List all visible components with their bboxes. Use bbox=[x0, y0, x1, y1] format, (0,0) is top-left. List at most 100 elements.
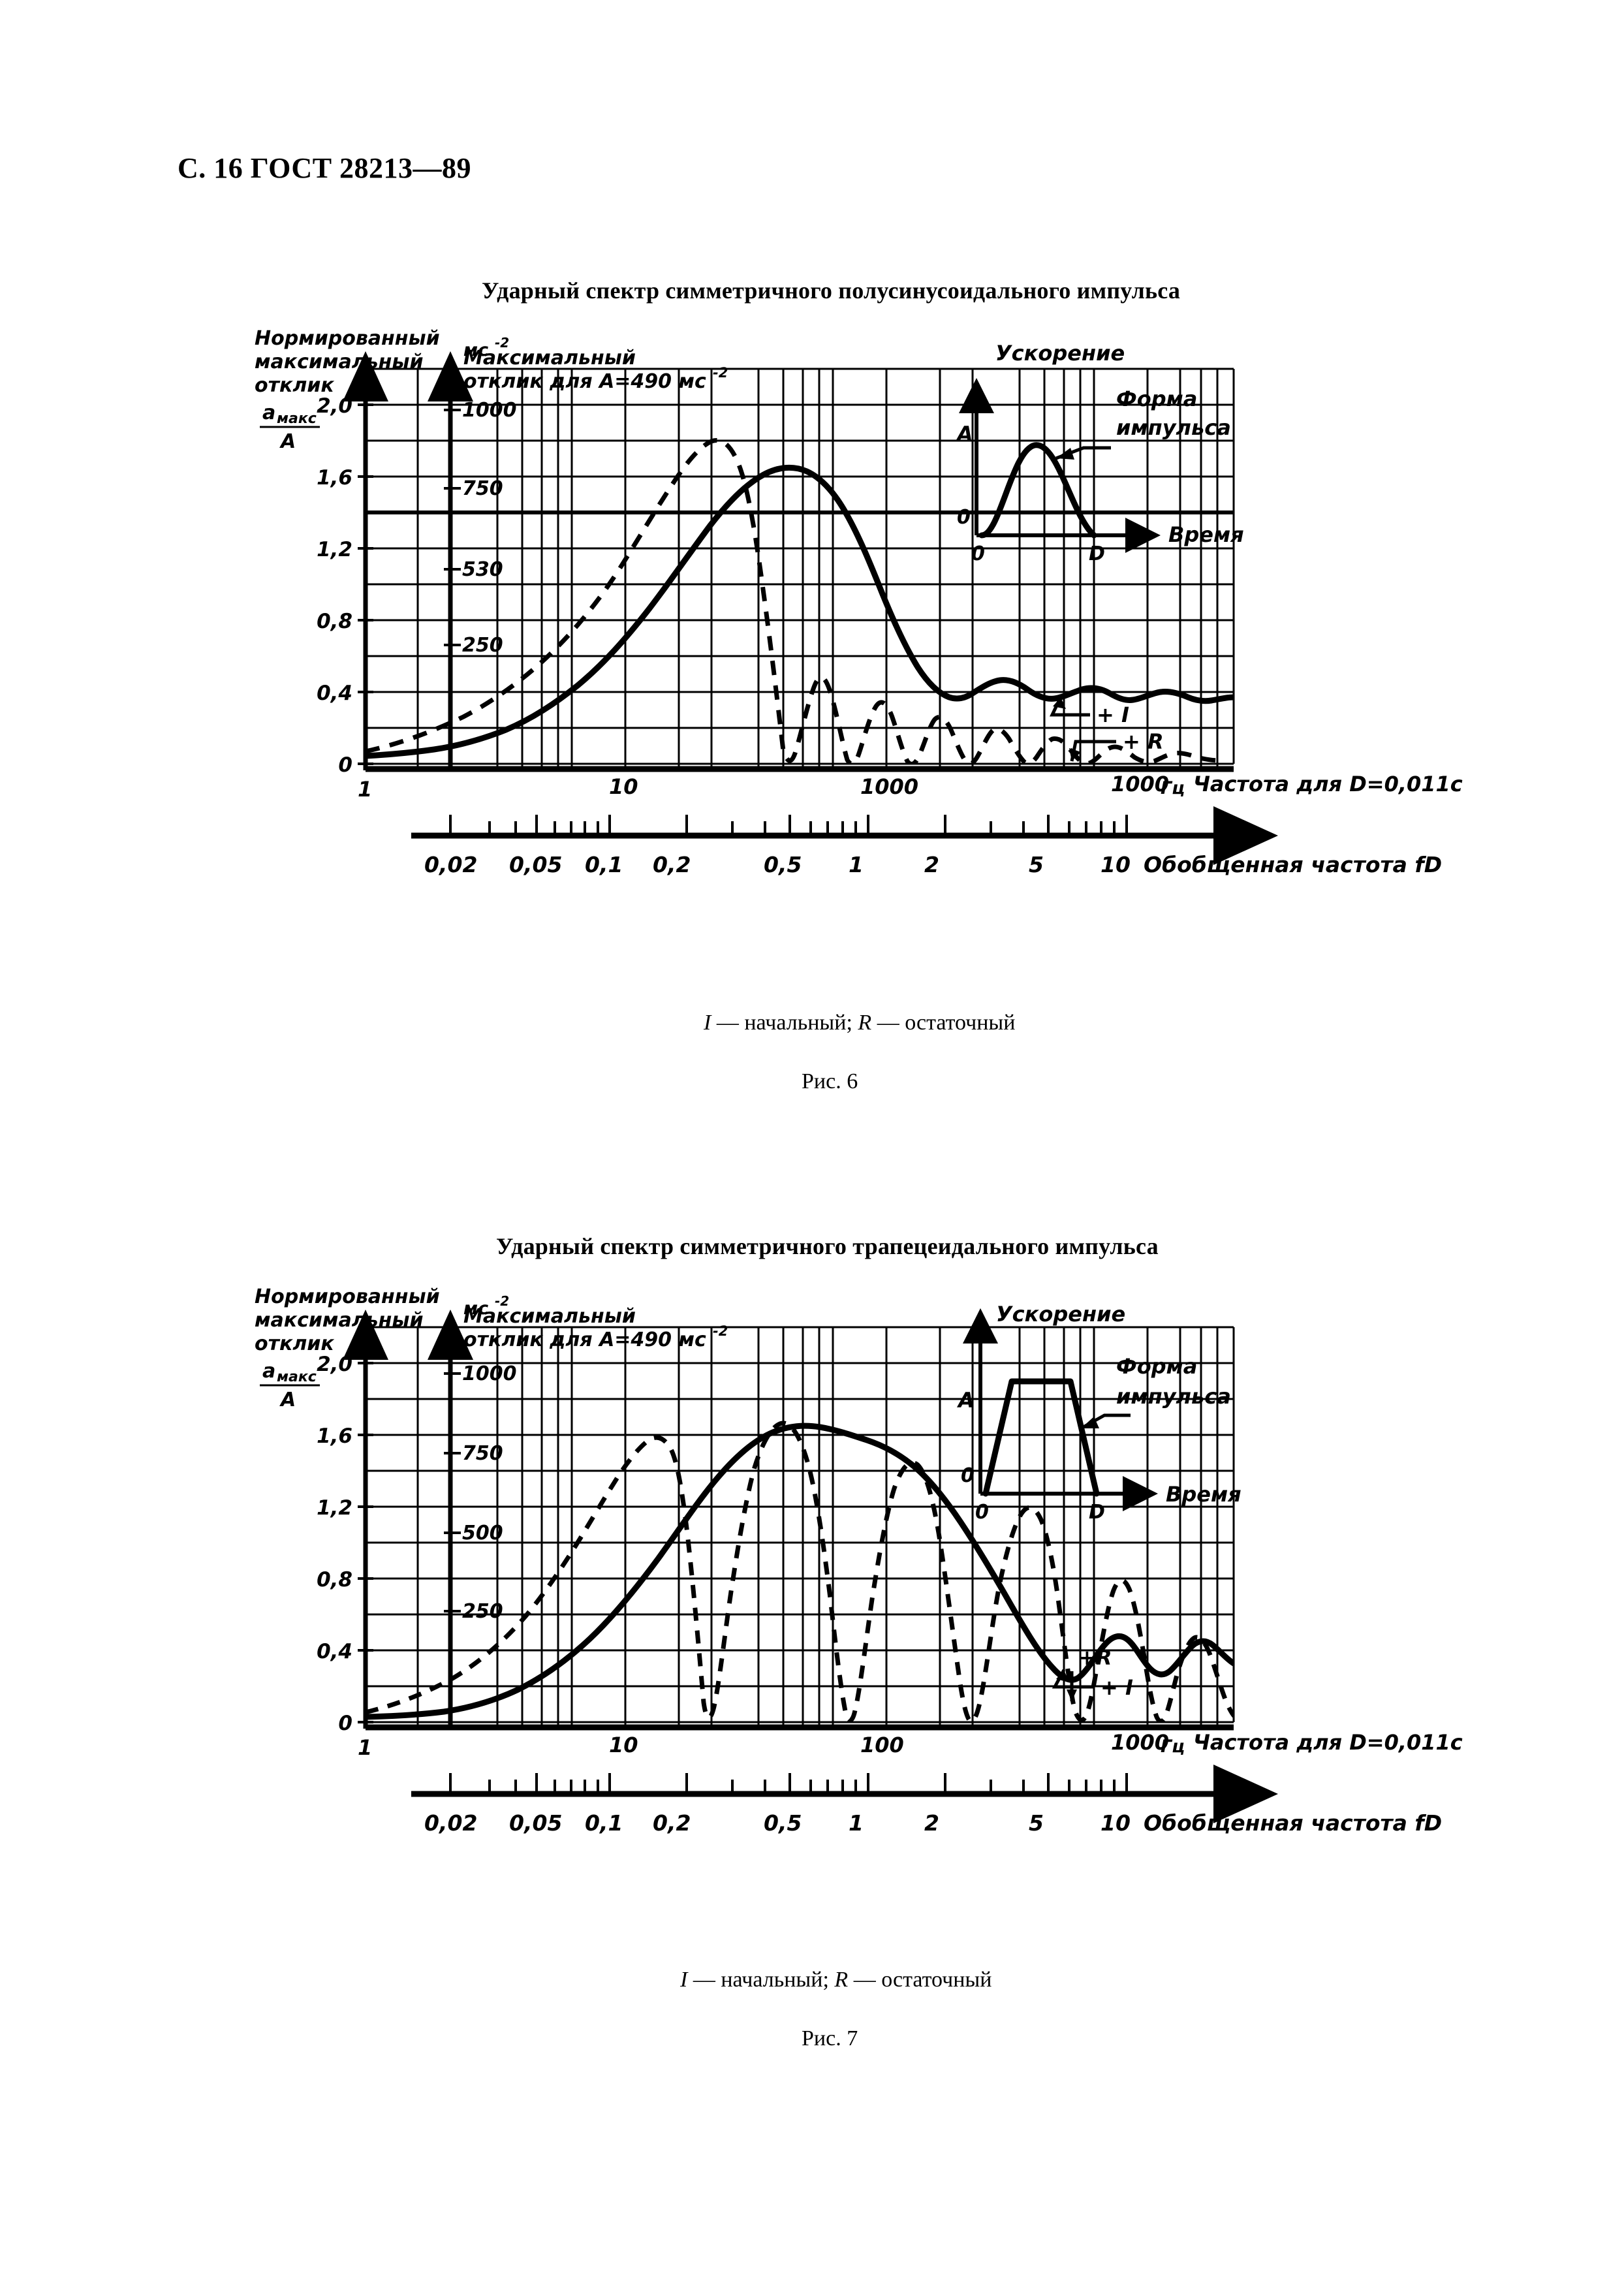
svg-text:1000: 1000 bbox=[1111, 1730, 1169, 1755]
svg-text:1: 1 bbox=[849, 1810, 864, 1836]
svg-text:максимальный: максимальный bbox=[255, 351, 424, 373]
figure6-caption: I — начальный; R — остаточный bbox=[704, 1011, 1016, 1035]
figure6-secondary-ticks bbox=[444, 409, 461, 646]
svg-text:250: 250 bbox=[462, 1600, 503, 1623]
figure6-number: Рис. 6 bbox=[802, 1069, 858, 1093]
svg-text:1: 1 bbox=[358, 1735, 372, 1760]
figure7-yaxis-symbol: a макс A bbox=[260, 1360, 320, 1411]
svg-text:250: 250 bbox=[462, 634, 503, 657]
svg-text:D: D bbox=[1089, 542, 1105, 565]
figure6-annotation-initial: + I bbox=[1050, 696, 1129, 727]
svg-text:мс: мс bbox=[463, 1298, 488, 1319]
svg-text:A: A bbox=[956, 1388, 975, 1413]
figure6-annotation-residual: + R bbox=[1069, 729, 1164, 762]
svg-text:0: 0 bbox=[975, 1501, 989, 1524]
svg-text:+ R: + R bbox=[1123, 729, 1164, 754]
svg-text:1,2: 1,2 bbox=[317, 1496, 352, 1520]
svg-text:+R: +R bbox=[1078, 1645, 1112, 1670]
figure6-yticks bbox=[358, 403, 373, 765]
svg-text:0,05: 0,05 bbox=[509, 852, 562, 877]
svg-text:0: 0 bbox=[957, 506, 971, 529]
svg-text:отклик: отклик bbox=[255, 374, 334, 397]
svg-text:0,2: 0,2 bbox=[653, 852, 691, 877]
svg-text:2,0: 2,0 bbox=[317, 394, 352, 418]
figure7-chart: Нормированный максимальный отклик Максим… bbox=[248, 1278, 1463, 1951]
figure7-yticks bbox=[358, 1362, 373, 1723]
svg-text:5: 5 bbox=[1029, 852, 1044, 877]
svg-text:Время: Время bbox=[1166, 1482, 1241, 1507]
figure7-yaxis-title: Нормированный максимальный отклик bbox=[255, 1285, 440, 1355]
figure7-number: Рис. 7 bbox=[802, 2026, 858, 2050]
figure6-secondary-axis-title: Максимальный отклик для A=490 мс -2 bbox=[463, 347, 728, 393]
svg-text:отклик для A=490 мс: отклик для A=490 мс bbox=[463, 370, 706, 393]
svg-text:A: A bbox=[279, 430, 296, 453]
svg-text:Максимальный: Максимальный bbox=[463, 347, 636, 369]
svg-text:Обобщенная частота fD: Обобщенная частота fD bbox=[1144, 852, 1442, 877]
figure7-annotation-residual: +R bbox=[1067, 1645, 1112, 1701]
svg-text:0,4: 0,4 bbox=[317, 1640, 352, 1663]
figure6-secondary-unit: мс -2 bbox=[463, 335, 509, 360]
svg-text:+ I: + I bbox=[1101, 1675, 1133, 1700]
figure6-curve-residual bbox=[366, 438, 1221, 764]
svg-text:0,2: 0,2 bbox=[653, 1810, 691, 1836]
figure7-secondary-ticks bbox=[444, 1372, 461, 1612]
svg-text:0,8: 0,8 bbox=[317, 610, 352, 633]
svg-text:100: 100 bbox=[860, 1733, 904, 1757]
svg-text:Нормированный: Нормированный bbox=[255, 327, 440, 350]
svg-text:отклик: отклик bbox=[255, 1332, 334, 1355]
svg-text:0: 0 bbox=[338, 1712, 352, 1735]
svg-text:500: 500 bbox=[462, 1522, 503, 1545]
figure6-ytick-labels: 0 0,4 0,8 1,2 1,6 2,0 bbox=[317, 394, 352, 777]
svg-text:импульса: импульса bbox=[1116, 415, 1231, 440]
svg-text:0,4: 0,4 bbox=[317, 682, 352, 705]
svg-text:10: 10 bbox=[1101, 1810, 1131, 1836]
svg-text:0: 0 bbox=[961, 1464, 975, 1487]
figure6-yaxis-symbol: a макс A bbox=[260, 401, 320, 453]
figure6-secondary-tick-labels: 1000 750 530 250 bbox=[462, 399, 517, 657]
svg-text:1000: 1000 bbox=[462, 399, 517, 422]
svg-text:0,05: 0,05 bbox=[509, 1810, 562, 1836]
svg-text:D: D bbox=[1089, 1501, 1105, 1524]
svg-text:Ускорение: Ускорение bbox=[996, 1302, 1125, 1327]
svg-text:-2: -2 bbox=[495, 335, 509, 351]
figure6-xaxis-top: 1 10 1000 1000 Гц Частота для D=0,011c bbox=[358, 759, 1463, 802]
svg-text:макс: макс bbox=[277, 1369, 317, 1385]
svg-text:Форма: Форма bbox=[1116, 386, 1197, 411]
svg-text:750: 750 bbox=[462, 477, 503, 500]
svg-text:A: A bbox=[279, 1389, 296, 1411]
figure7-secondary-tick-labels: 1000 750 500 250 bbox=[462, 1362, 517, 1623]
svg-text:0: 0 bbox=[338, 753, 352, 777]
svg-text:A: A bbox=[955, 422, 973, 447]
svg-text:10: 10 bbox=[609, 774, 638, 799]
figure6-curve-initial bbox=[366, 464, 1234, 759]
svg-text:Максимальный: Максимальный bbox=[463, 1305, 636, 1328]
svg-text:0,5: 0,5 bbox=[764, 852, 802, 877]
svg-text:750: 750 bbox=[462, 1442, 503, 1465]
svg-text:+ I: + I bbox=[1097, 702, 1129, 727]
svg-text:2,0: 2,0 bbox=[317, 1353, 352, 1376]
svg-text:-2: -2 bbox=[495, 1293, 509, 1309]
figure7-curve-initial bbox=[366, 1422, 1234, 1720]
figure7-caption: I — начальный; R — остаточный bbox=[680, 1968, 992, 1992]
svg-text:Частота для D=0,011c: Частота для D=0,011c bbox=[1193, 1730, 1463, 1755]
svg-text:0: 0 bbox=[971, 542, 985, 565]
svg-text:10: 10 bbox=[609, 1733, 638, 1757]
svg-text:2: 2 bbox=[924, 852, 939, 877]
svg-text:1: 1 bbox=[358, 777, 372, 802]
figure6-xaxis-bottom: 0,02 0,05 0,1 0,2 0,5 1 2 5 10 Обобщенна… bbox=[411, 806, 1442, 877]
svg-text:Гц: Гц bbox=[1161, 1736, 1185, 1757]
page-header: С. 16 ГОСТ 28213—89 bbox=[178, 152, 472, 184]
figure7-ytick-labels: 0 0,4 0,8 1,2 1,6 2,0 bbox=[317, 1353, 352, 1735]
svg-text:1000: 1000 bbox=[860, 774, 918, 799]
svg-text:мс: мс bbox=[463, 340, 488, 360]
svg-text:0,5: 0,5 bbox=[764, 1810, 802, 1836]
figure7-secondary-axis-title: Максимальный отклик для A=490 мс -2 bbox=[463, 1305, 728, 1351]
figure7-annotation-initial: + I bbox=[1052, 1669, 1133, 1700]
svg-text:0,1: 0,1 bbox=[585, 1810, 623, 1836]
figure6-inset-pulse: Ускорение A 0 Время 0 D Форма импульса bbox=[955, 341, 1244, 565]
svg-text:10: 10 bbox=[1101, 852, 1131, 877]
figure7-secondary-unit: мс -2 bbox=[463, 1293, 509, 1319]
svg-text:Обобщенная частота fD: Обобщенная частота fD bbox=[1144, 1810, 1442, 1836]
svg-text:a: a bbox=[262, 1360, 275, 1383]
svg-text:1,6: 1,6 bbox=[317, 1424, 352, 1448]
